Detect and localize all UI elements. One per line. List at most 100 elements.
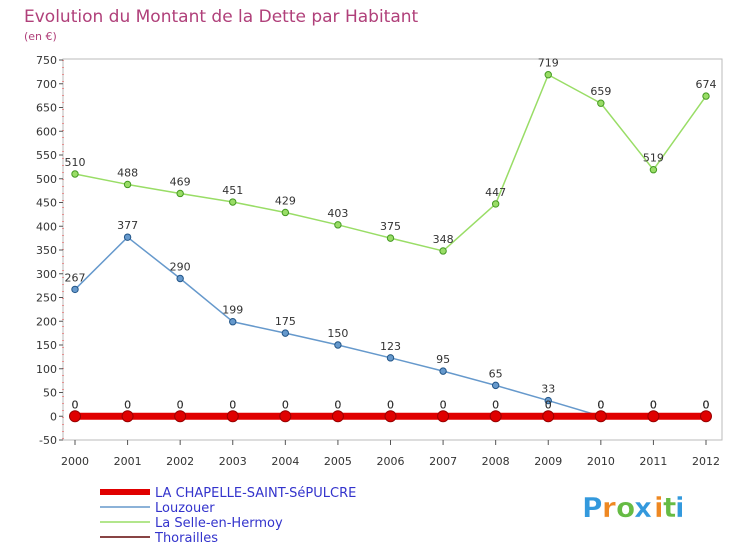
data-labels: 0 0 0 0 0 0 0 0 0 0 0 0 0 267 377 290 199 175 150 123 95 65 33… — [65, 57, 717, 412]
data-label: 0 — [72, 398, 79, 411]
data-label: 267 — [65, 271, 86, 284]
data-point — [647, 410, 660, 423]
x-tick-label: 2012 — [692, 455, 720, 468]
y-tick-label: 350 — [36, 244, 57, 257]
data-point — [597, 99, 605, 107]
data-point — [176, 274, 184, 283]
y-tick-label: 600 — [36, 125, 57, 138]
x-tick-label: 2000 — [61, 455, 89, 468]
data-label: 0 — [440, 398, 447, 411]
logo-letter: i — [675, 491, 685, 524]
data-label: 0 — [334, 398, 341, 411]
data-label: 403 — [327, 207, 348, 220]
logo-letter: i — [654, 491, 664, 524]
x-tick-label: 2003 — [219, 455, 247, 468]
data-label: 0 — [124, 398, 131, 411]
data-label: 0 — [650, 398, 657, 411]
legend-label: Louzouer — [155, 501, 215, 516]
data-point — [281, 208, 290, 217]
series-layer — [69, 71, 712, 423]
x-tick-label: 2011 — [639, 455, 667, 468]
plot-frame — [62, 58, 723, 441]
data-point — [386, 354, 395, 362]
logo-letter: o — [616, 491, 635, 524]
y-tick-label: 750 — [36, 54, 57, 67]
data-point — [544, 396, 552, 405]
data-label: 33 — [541, 383, 555, 396]
x-tick-label: 2010 — [587, 455, 615, 468]
data-label: 519 — [643, 152, 664, 165]
data-label: 0 — [545, 398, 552, 411]
data-label: 0 — [650, 398, 657, 411]
logo-letter: r — [602, 491, 616, 524]
data-point — [437, 410, 450, 423]
data-label: 123 — [380, 340, 401, 353]
data-label: 0 — [229, 398, 236, 411]
x-tick-label: 2004 — [271, 455, 299, 468]
logo-letter: t — [663, 491, 676, 524]
data-label: 0 — [72, 398, 79, 411]
data-point — [123, 180, 132, 189]
chart-title: Evolution du Montant de la Dette par Hab… — [24, 7, 419, 27]
data-point — [121, 410, 134, 423]
data-label: 447 — [485, 186, 506, 199]
y-tick-label: 50 — [43, 387, 57, 400]
data-point — [544, 71, 552, 79]
data-point — [334, 221, 342, 229]
data-label: 0 — [124, 398, 131, 411]
data-point — [439, 247, 447, 255]
series-2 — [71, 71, 710, 255]
data-point — [702, 92, 710, 100]
y-tick-label: 400 — [36, 220, 57, 233]
x-tick-label: 2006 — [377, 455, 405, 468]
y-tick-label: 0 — [50, 410, 57, 423]
data-label: 0 — [387, 398, 394, 411]
data-label: 290 — [170, 261, 191, 274]
chart-subtitle: (en €) — [24, 30, 57, 43]
data-label: 0 — [492, 398, 499, 411]
legend-label: LA CHAPELLE-SAINT-SéPULCRE — [155, 486, 356, 501]
legend-item: LA CHAPELLE-SAINT-SéPULCRE — [100, 486, 356, 501]
data-point — [279, 410, 292, 423]
legend-item: Thorailles — [100, 531, 218, 546]
y-tick-label: 500 — [36, 173, 57, 186]
data-label: 510 — [65, 156, 86, 169]
data-point — [384, 410, 397, 423]
data-label: 0 — [703, 398, 710, 411]
y-tick-label: 150 — [36, 339, 57, 352]
y-tick-label: 700 — [36, 78, 57, 91]
data-point — [700, 410, 712, 423]
y-tick-label: 250 — [36, 292, 57, 305]
data-label: 429 — [275, 194, 296, 207]
data-point — [229, 318, 237, 326]
legend-item: La Selle-en-Hermoy — [100, 516, 283, 531]
x-tick-label: 2007 — [429, 455, 457, 468]
data-point — [123, 233, 132, 241]
data-point — [331, 410, 344, 423]
data-label: 0 — [597, 398, 604, 411]
data-label: 0 — [334, 398, 341, 411]
data-label: 95 — [436, 353, 450, 366]
data-label: 0 — [282, 398, 289, 411]
data-label: 0 — [703, 398, 710, 411]
data-label: 0 — [597, 398, 604, 411]
data-point — [176, 189, 184, 198]
x-tick-label: 2009 — [534, 455, 562, 468]
y-tick-label: 200 — [36, 315, 57, 328]
data-label: 199 — [222, 304, 243, 317]
data-point — [386, 234, 395, 242]
data-label: 0 — [387, 398, 394, 411]
data-point — [489, 410, 502, 423]
data-point — [594, 410, 607, 423]
legend-label: Thorailles — [154, 531, 218, 546]
data-point — [491, 381, 500, 390]
x-tick-label: 2001 — [114, 455, 142, 468]
data-point — [229, 198, 237, 206]
data-label: 377 — [117, 219, 138, 232]
data-label: 348 — [433, 233, 454, 246]
data-label: 0 — [440, 398, 447, 411]
legend-label: La Selle-en-Hermoy — [155, 516, 283, 531]
